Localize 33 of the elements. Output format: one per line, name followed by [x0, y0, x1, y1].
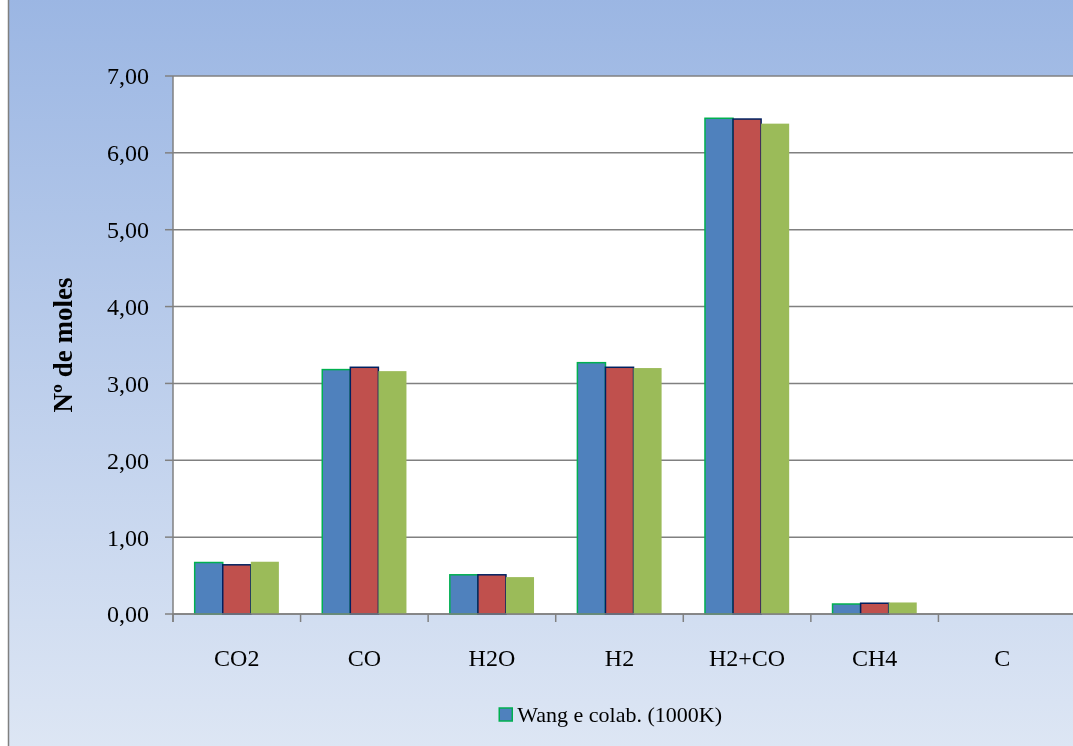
y-tick-label: 0,00: [107, 601, 149, 628]
y-axis-title: Nº de moles: [48, 277, 78, 413]
bar: [222, 564, 252, 615]
x-tick-label: H2O: [468, 645, 516, 671]
bar: [378, 371, 407, 614]
bar: [505, 577, 535, 614]
y-tick-label: 6,00: [107, 140, 149, 167]
x-tick-label: CO: [347, 645, 382, 671]
legend-label: Wang e colab. (1000K): [517, 702, 722, 727]
bar: [732, 118, 762, 615]
bar: [888, 602, 917, 614]
bar: [193, 561, 224, 615]
bar: [633, 368, 662, 614]
y-tick-label: 4,00: [107, 293, 149, 320]
bar: [576, 361, 607, 615]
x-tick-label: H2+CO: [708, 645, 786, 671]
bar: [449, 574, 479, 615]
x-tick-label: CO2: [214, 645, 260, 671]
x-tick-label: C: [994, 645, 1011, 671]
bar: [761, 123, 790, 614]
x-tick-label: CH4: [851, 645, 898, 671]
bar: [250, 561, 279, 614]
x-tick-label: H2: [604, 645, 635, 671]
y-tick-label: 2,00: [107, 447, 149, 474]
bar: [477, 574, 507, 615]
bar: [604, 366, 635, 615]
y-tick-label: 7,00: [107, 63, 149, 90]
y-tick-label: 1,00: [107, 524, 149, 551]
y-tick-label: 3,00: [107, 370, 149, 397]
y-tick-label: 5,00: [107, 217, 149, 244]
bar: [349, 366, 380, 615]
bar: [321, 368, 352, 615]
bar: [704, 117, 734, 615]
